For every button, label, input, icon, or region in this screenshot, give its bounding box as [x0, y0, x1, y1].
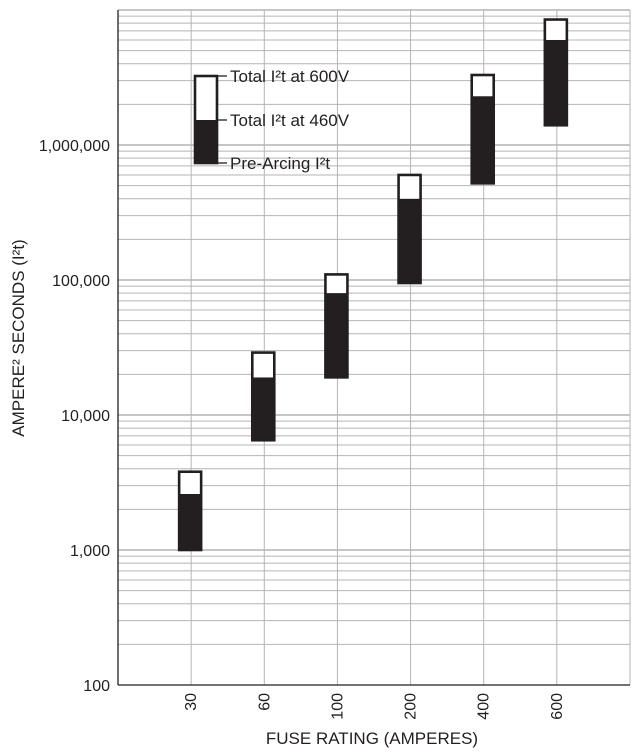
- x-tick-label: 100: [329, 693, 346, 720]
- bar-total-600v-600: [544, 19, 567, 40]
- x-tick-label: 200: [403, 693, 420, 720]
- bar-total-600v-400: [471, 75, 494, 97]
- bar-outline-600: [543, 18, 569, 127]
- legend: Total I²t at 600V Total I²t at 460V Pre-Ar…: [193, 67, 350, 173]
- bar-pre-arcing-600: [544, 39, 567, 126]
- bar-outline-400: [470, 73, 496, 185]
- legend-label: Total I²t at 600V: [230, 67, 350, 86]
- x-axis-label: FUSE RATING (AMPERES): [266, 729, 478, 748]
- legend-label: Total I²t at 460V: [230, 111, 350, 130]
- bar-outline-30: [177, 470, 203, 552]
- bar-total-600v-100: [325, 274, 348, 294]
- legend-swatch-600v: [195, 76, 217, 120]
- legend-swatch-pre-arcing: [195, 120, 217, 163]
- bar-outline-100: [324, 273, 349, 379]
- bar-pre-arcing-400: [471, 96, 494, 184]
- y-tick-label: 1,000: [70, 543, 110, 560]
- x-tick-label: 60: [256, 693, 273, 711]
- y-tick-labels: 100 1,000 10,000 100,000 1,000,000: [39, 138, 110, 695]
- bar-total-600v-60: [252, 352, 275, 378]
- bar-outline-60: [250, 351, 276, 442]
- bars: [177, 18, 569, 552]
- x-tick-label: 30: [183, 693, 200, 711]
- bar-pre-arcing-60: [252, 377, 275, 441]
- x-tick-label: 600: [549, 693, 566, 720]
- x-tick-labels: 30 60 100 200 400 600: [183, 693, 566, 720]
- legend-label: Pre-Arcing I²t: [230, 154, 330, 173]
- x-tick-label: 400: [476, 693, 493, 720]
- bar-outline-200: [397, 173, 422, 285]
- bar-pre-arcing-100: [325, 293, 348, 378]
- y-axis-label: AMPERE² SECONDS (I²t): [9, 239, 28, 436]
- plot-frame: [117, 10, 630, 686]
- bar-pre-arcing-30: [179, 493, 202, 550]
- y-tick-label: 100,000: [52, 273, 110, 290]
- bar-pre-arcing-200: [398, 198, 421, 284]
- y-tick-label: 10,000: [61, 408, 110, 425]
- y-tick-label: 1,000,000: [39, 138, 110, 155]
- bar-total-600v-200: [398, 174, 421, 199]
- bar-total-600v-30: [179, 471, 202, 494]
- y-tick-label: 100: [83, 678, 110, 695]
